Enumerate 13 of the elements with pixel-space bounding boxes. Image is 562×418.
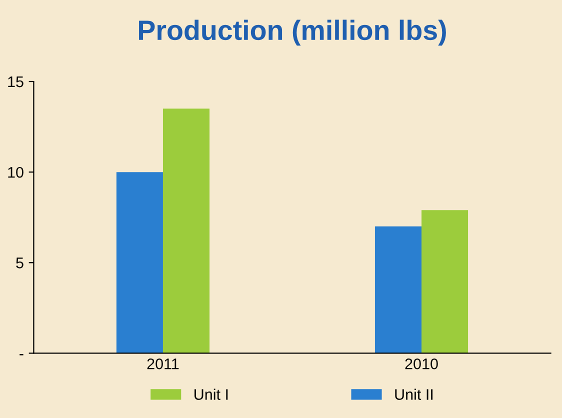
chart-title: Production (million lbs) [139,20,446,46]
bar [162,108,210,354]
y-tick-label: - [20,354,24,356]
legend-label: Unit II [395,388,432,400]
x-tick-label: 2011 [147,358,179,370]
bar [422,210,468,354]
legend-label: Unit I [194,388,228,400]
bar [116,172,163,354]
y-tick-label: 5 [16,258,24,268]
x-tick-label: 2010 [405,358,438,370]
y-tick-label: 10 [8,166,24,178]
y-tick-label: 15 [8,76,24,88]
bar [374,226,422,354]
